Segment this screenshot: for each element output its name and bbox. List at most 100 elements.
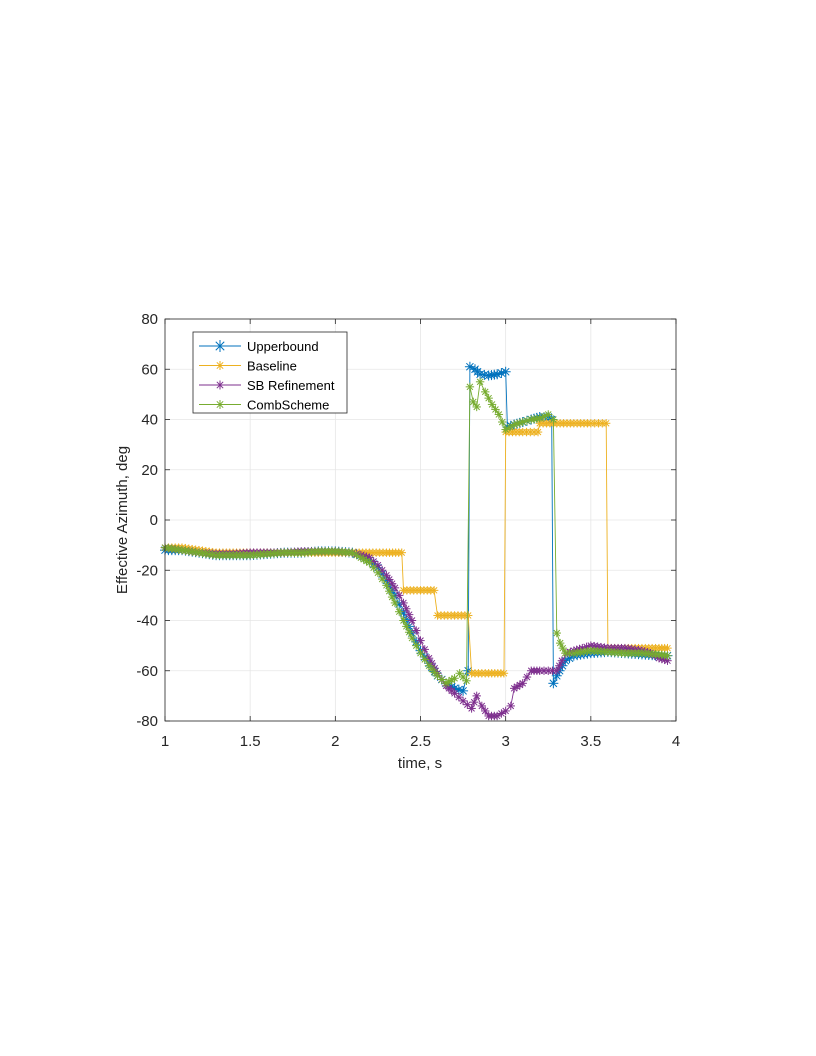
data-point xyxy=(500,366,511,377)
data-point xyxy=(399,598,408,608)
data-point xyxy=(348,548,357,557)
data-point xyxy=(395,607,404,616)
data-point xyxy=(387,592,397,602)
data-point xyxy=(458,685,469,696)
x-tick-label: 3 xyxy=(501,733,509,750)
data-point xyxy=(397,548,406,557)
data-point xyxy=(557,656,567,665)
series-layer xyxy=(160,361,673,721)
data-point xyxy=(395,591,404,600)
y-tick-label: -80 xyxy=(136,713,158,730)
data-point xyxy=(475,377,485,387)
data-point xyxy=(463,611,473,620)
data-point xyxy=(390,583,400,593)
legend-label: Upperbound xyxy=(247,339,319,354)
legend-entry: Upperbound xyxy=(199,339,319,354)
data-point xyxy=(522,672,532,682)
legend-marker xyxy=(215,400,225,409)
series-combscheme xyxy=(160,377,672,688)
legend-marker xyxy=(215,380,225,390)
data-point xyxy=(450,674,459,683)
data-point xyxy=(467,704,476,713)
data-point xyxy=(533,427,543,437)
data-point xyxy=(373,568,383,577)
data-point xyxy=(377,574,387,584)
data-point xyxy=(663,643,672,653)
data-point xyxy=(407,616,417,625)
y-tick-label: 40 xyxy=(141,412,158,429)
legend-label: Baseline xyxy=(247,359,297,374)
data-point xyxy=(492,711,502,721)
data-point xyxy=(407,633,417,643)
data-point xyxy=(369,563,378,572)
x-axis-label: time, s xyxy=(398,755,442,772)
data-point xyxy=(390,598,400,608)
data-point xyxy=(352,550,361,560)
data-point xyxy=(377,566,387,575)
legend: Upperbound Baseline SB Refinement CombSchem… xyxy=(192,331,348,414)
y-tick-label: 0 xyxy=(150,512,158,529)
legend-entry: Baseline xyxy=(199,359,297,374)
y-tick-label: 20 xyxy=(141,462,158,479)
data-point xyxy=(472,691,481,701)
data-point xyxy=(477,701,487,711)
data-point xyxy=(505,422,515,432)
legend-label: CombScheme xyxy=(247,398,329,413)
data-point xyxy=(465,382,475,392)
data-point xyxy=(420,655,429,664)
x-tick-label: 3.5 xyxy=(580,733,601,750)
data-point xyxy=(552,628,561,638)
x-axis-ticks: 1 1.5 2 2.5 3 3.5 4 xyxy=(161,319,680,750)
y-tick-label: -40 xyxy=(136,613,158,630)
y-tick-label: -20 xyxy=(136,562,158,579)
y-tick-label: -60 xyxy=(136,663,158,680)
data-point xyxy=(365,558,374,567)
data-point xyxy=(484,393,493,403)
data-point xyxy=(491,405,500,414)
data-point xyxy=(469,697,479,707)
data-point xyxy=(373,561,383,570)
data-point xyxy=(601,419,611,428)
data-point xyxy=(494,410,504,419)
legend-entry: CombScheme xyxy=(199,398,329,413)
data-point xyxy=(548,678,559,689)
x-tick-label: 1 xyxy=(161,733,169,750)
data-point xyxy=(469,397,478,407)
data-point xyxy=(481,706,490,716)
data-point xyxy=(472,402,481,412)
data-point xyxy=(501,425,510,434)
data-point xyxy=(412,641,421,650)
legend-marker xyxy=(214,340,226,352)
y-axis-ticks: -80 -60 -40 -20 0 20 40 60 80 xyxy=(136,311,676,730)
legend-marker xyxy=(215,361,225,370)
data-point xyxy=(558,643,567,653)
data-point xyxy=(506,701,515,711)
data-point xyxy=(555,638,565,648)
data-point xyxy=(549,415,558,424)
data-point xyxy=(663,651,672,660)
y-tick-label: 60 xyxy=(141,361,158,378)
x-tick-label: 2.5 xyxy=(410,733,431,750)
x-tick-label: 4 xyxy=(672,733,680,750)
data-point xyxy=(462,676,471,685)
data-point xyxy=(497,709,506,718)
legend-entry: SB Refinement xyxy=(199,378,335,393)
y-tick-label: 80 xyxy=(141,311,158,328)
data-point xyxy=(518,679,527,688)
data-point xyxy=(499,669,509,678)
data-point xyxy=(458,672,468,682)
data-point xyxy=(412,626,421,635)
data-point xyxy=(501,706,510,716)
data-point xyxy=(416,648,425,658)
data-point xyxy=(481,387,490,397)
x-tick-label: 2 xyxy=(331,733,339,750)
data-point xyxy=(429,586,439,595)
x-tick-label: 1.5 xyxy=(240,733,261,750)
data-point xyxy=(544,410,553,419)
data-point xyxy=(416,636,425,645)
legend-label: SB Refinement xyxy=(247,378,335,393)
data-point xyxy=(487,400,497,409)
data-point xyxy=(498,417,507,427)
y-axis-label: Effective Azimuth, deg xyxy=(114,446,131,594)
